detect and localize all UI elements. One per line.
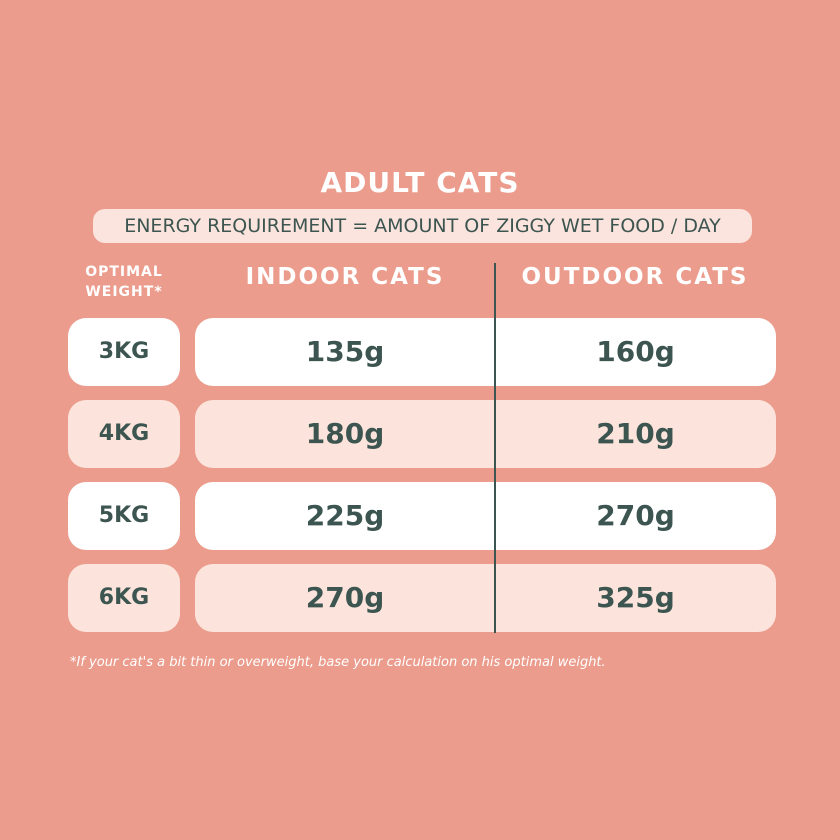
weight-cell: 5KG [68, 482, 180, 550]
value-cell: 325g [596, 581, 675, 614]
value-cell: 180g [305, 417, 385, 450]
divider [494, 263, 496, 633]
weight-cell: 3KG [68, 318, 180, 386]
table-row: 270g 325g [195, 564, 776, 632]
footnote: *If your cat's a bit thin or overweight,… [70, 655, 606, 670]
value-cell: 135g [305, 335, 385, 368]
value-cell: 270g [596, 499, 675, 532]
table-row: 180g 210g [195, 400, 776, 468]
title: ADULT CATS [320, 166, 520, 199]
subtitle: ENERGY REQUIREMENT = AMOUNT OF ZIGGY WET… [93, 209, 752, 243]
value-cell: 270g [305, 581, 385, 614]
column-header: OUTDOOR CATS [521, 264, 749, 290]
table-row: 225g 270g [195, 482, 776, 550]
value-cell: 210g [596, 417, 675, 450]
column-header: INDOOR CATS [245, 264, 445, 290]
weight-cell: 6KG [68, 564, 180, 632]
weight-cell: 4KG [68, 400, 180, 468]
table-row: 135g 160g [195, 318, 776, 386]
value-cell: 160g [596, 335, 675, 368]
column-header: OPTIMAL WEIGHT* [85, 264, 163, 300]
value-cell: 225g [305, 499, 385, 532]
